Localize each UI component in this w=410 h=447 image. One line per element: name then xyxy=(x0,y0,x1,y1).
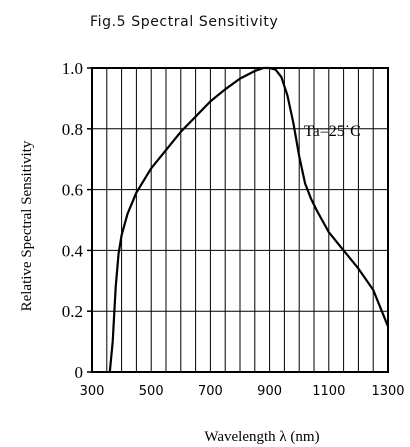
x-axis-ticks: 300 500 700 900 1100 1300 xyxy=(80,384,405,399)
y-tick-label: 1.0 xyxy=(62,59,83,78)
y-axis-ticks: 0 0.2 0.4 0.6 0.8 1.0 xyxy=(62,59,92,382)
x-axis-label: Wavelength λ (nm) xyxy=(204,429,319,445)
x-tick-label: 700 xyxy=(198,384,223,399)
y-tick-label: 0.2 xyxy=(62,302,83,321)
grid xyxy=(92,68,388,372)
x-tick-label: 1300 xyxy=(371,384,404,399)
temperature-annotation: Ta=25˙C xyxy=(304,123,361,140)
y-tick-label: 0.8 xyxy=(62,120,83,139)
x-tick-label: 500 xyxy=(139,384,164,399)
y-tick-label: 0.4 xyxy=(62,241,84,260)
y-tick-label: 0.6 xyxy=(62,181,83,200)
y-axis-label: Relative Spectral Sensitivity xyxy=(19,140,35,311)
chart-title: Fig.5 Spectral Sensitivity xyxy=(90,14,278,30)
x-tick-label: 1100 xyxy=(312,384,345,399)
x-tick-label: 900 xyxy=(257,384,282,399)
y-tick-label: 0 xyxy=(75,363,84,382)
x-tick-label: 300 xyxy=(80,384,105,399)
plot-frame xyxy=(91,67,389,373)
